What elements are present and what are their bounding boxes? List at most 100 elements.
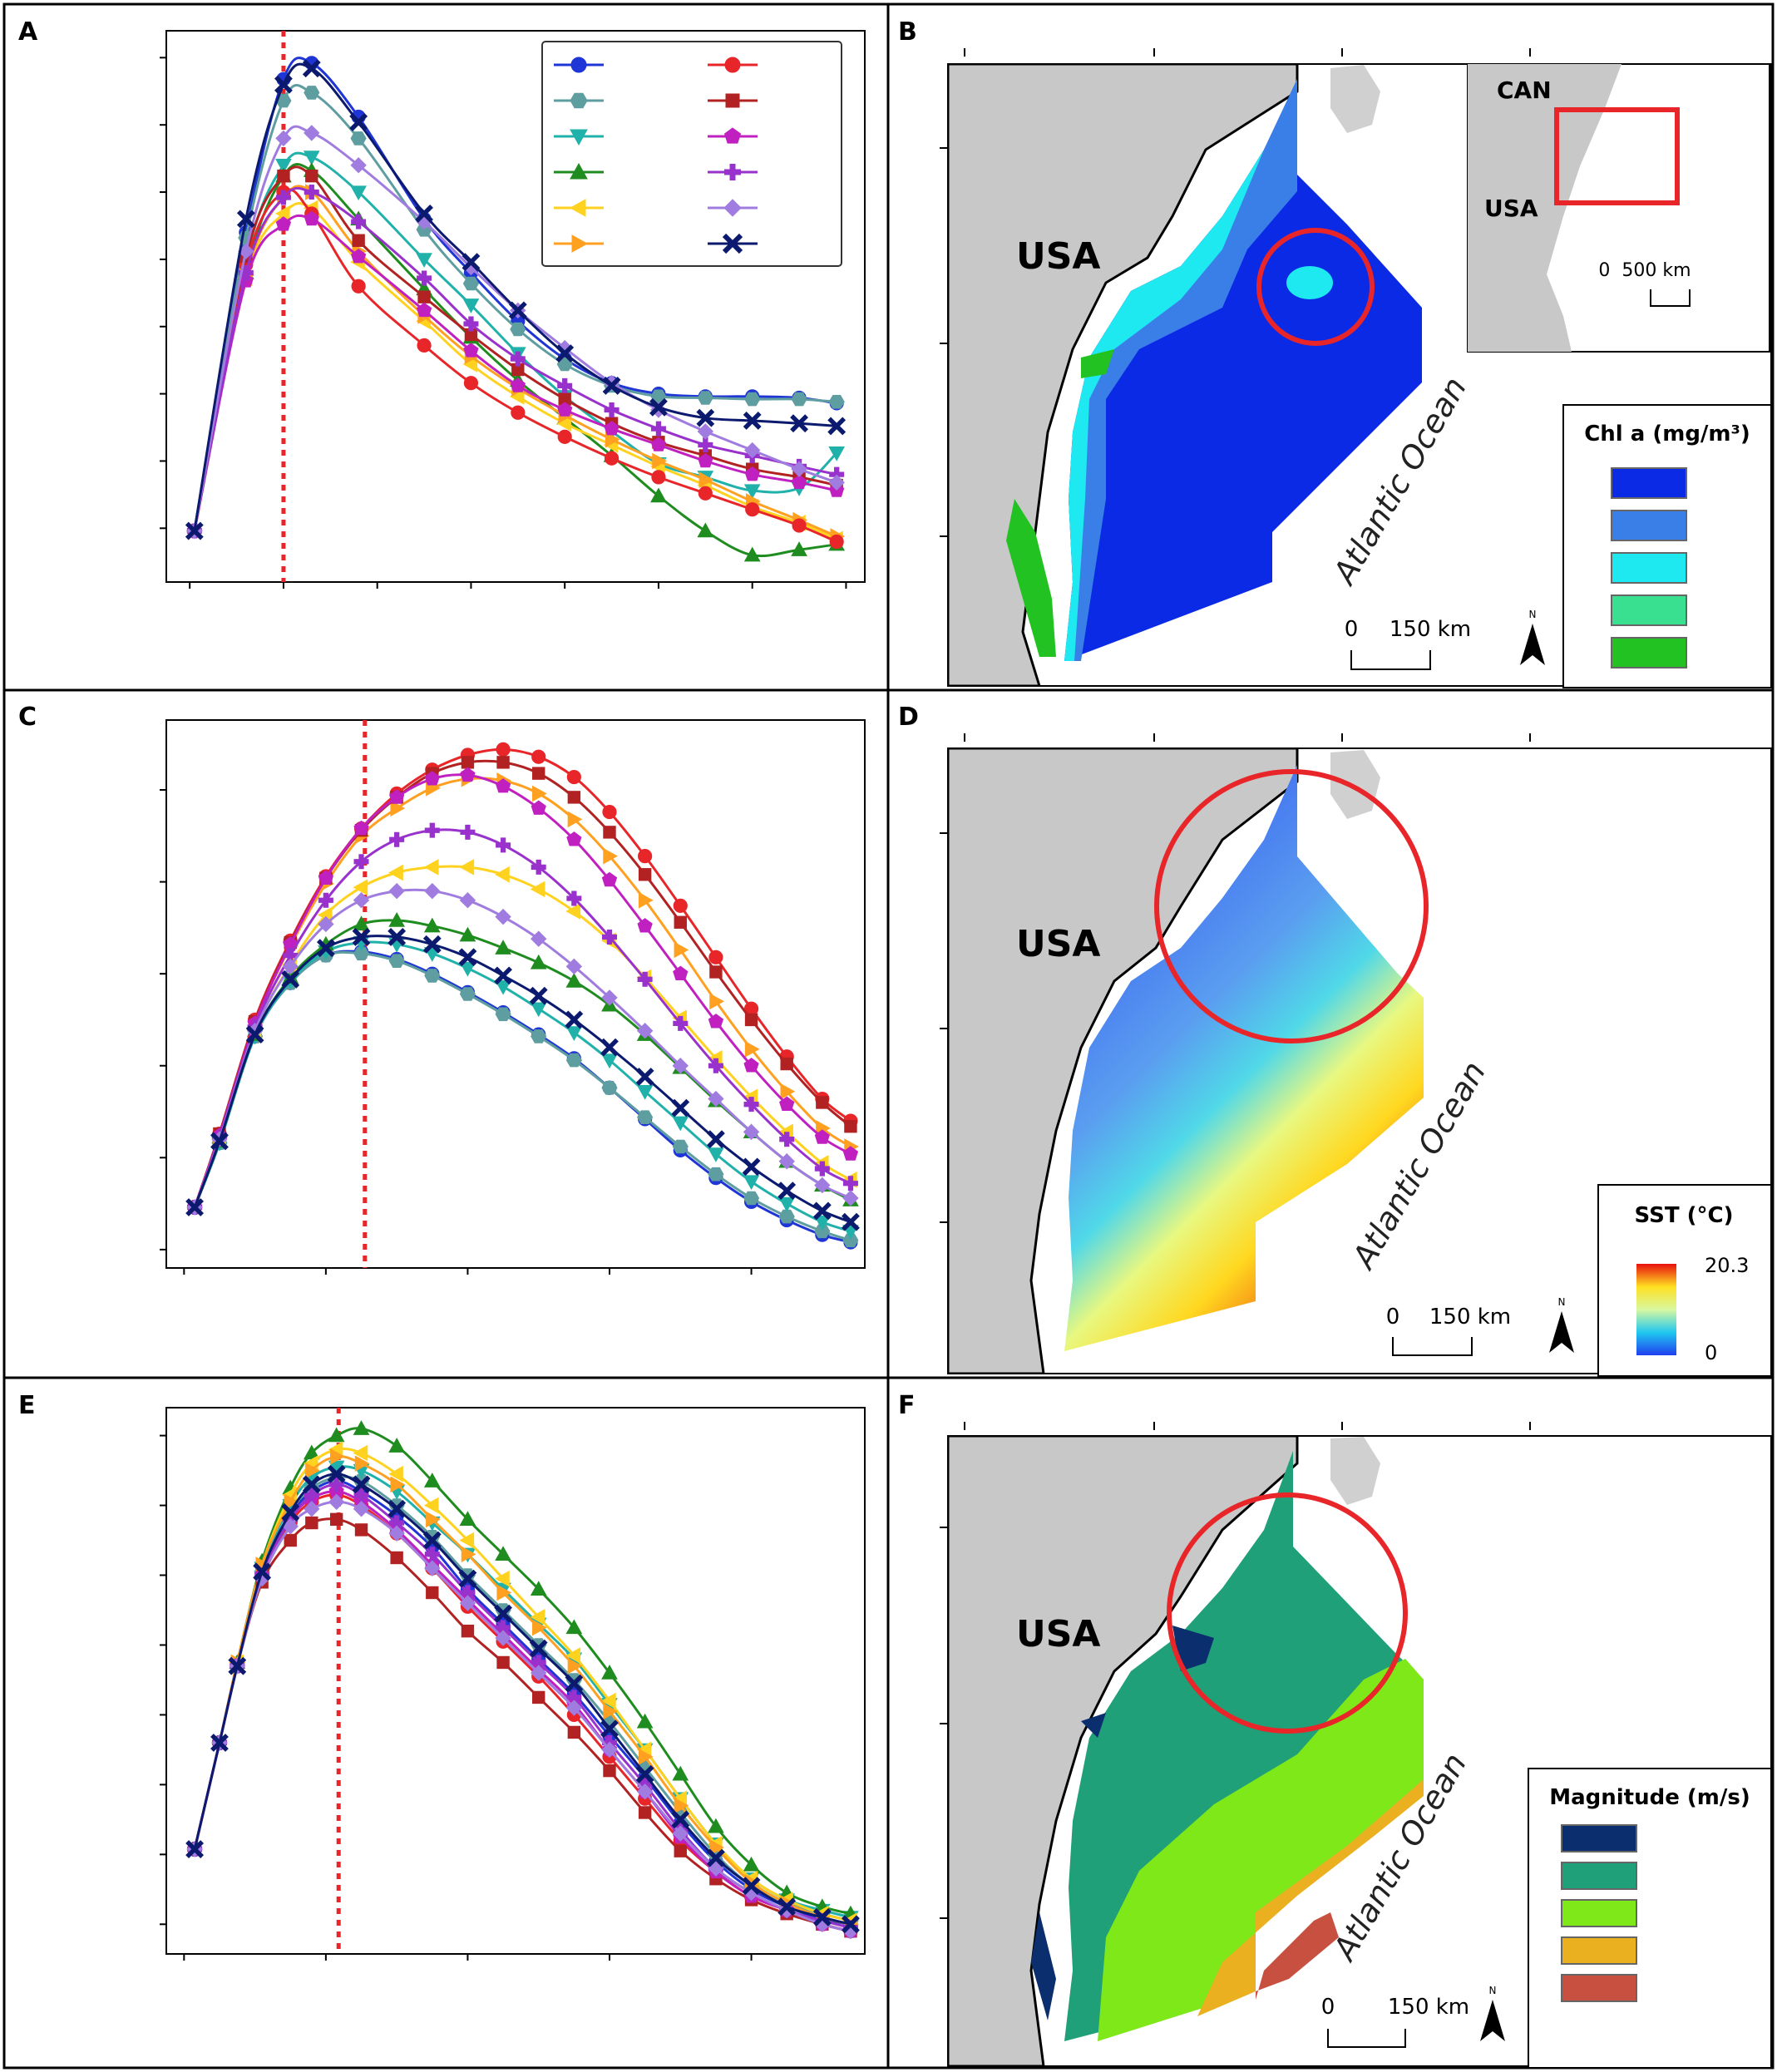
data-point-jun xyxy=(638,891,654,909)
data-point-jul xyxy=(651,470,666,485)
panel-label-b: B xyxy=(898,17,917,47)
data-point-apr xyxy=(650,487,667,503)
data-point-apr xyxy=(565,972,583,988)
data-point-jul xyxy=(417,338,432,353)
data-point-dec xyxy=(671,1810,690,1829)
data-point-may xyxy=(530,881,545,898)
data-point-jun xyxy=(496,1584,512,1601)
data-point-oct xyxy=(463,316,479,332)
data-point-nov xyxy=(636,1023,654,1039)
data-point-dec xyxy=(600,1719,619,1739)
data-point-dec xyxy=(228,1656,247,1675)
data-point-may xyxy=(423,1497,439,1514)
data-point-mar xyxy=(530,1002,547,1018)
data-point-jul xyxy=(566,769,581,785)
data-point-dec xyxy=(742,1157,761,1177)
data-point-dec xyxy=(812,1908,832,1926)
data-point-aug xyxy=(329,1512,343,1527)
data-point-aug xyxy=(352,234,365,247)
data-point-jul xyxy=(673,898,688,913)
legend-swatch xyxy=(1611,510,1687,541)
inset-usa-label: USA xyxy=(1484,195,1538,222)
data-point-dec xyxy=(415,205,433,223)
data-point-nov xyxy=(424,882,441,900)
data-point-dec xyxy=(274,75,293,94)
data-point-dec xyxy=(352,1475,371,1494)
data-point-nov xyxy=(459,892,476,909)
data-point-dec xyxy=(494,1604,512,1623)
data-point-jun xyxy=(329,1448,345,1465)
north-label: N xyxy=(1529,609,1537,620)
data-point-apr xyxy=(601,1665,618,1680)
legend-swatch xyxy=(1561,1936,1637,1965)
data-point-mar xyxy=(828,446,846,461)
data-point-mar xyxy=(495,979,511,995)
data-point-apr xyxy=(530,1581,547,1596)
data-point-dec xyxy=(565,1010,584,1029)
magnitude-region-coast xyxy=(1031,1626,1214,2020)
data-point-sep xyxy=(650,437,667,451)
data-point-apr xyxy=(743,1856,760,1872)
data-point-dec xyxy=(555,344,575,363)
data-point-apr xyxy=(565,1619,583,1635)
data-point-sep xyxy=(353,820,369,836)
legend-marker xyxy=(569,199,586,217)
scalebar-length: 150 km xyxy=(1429,1305,1511,1330)
data-point-dec xyxy=(742,1877,761,1896)
data-point-dec xyxy=(281,1503,300,1522)
data-point-jun xyxy=(603,847,619,865)
data-point-nov xyxy=(531,1665,547,1681)
data-point-may xyxy=(353,1444,368,1462)
data-point-jul xyxy=(829,534,844,550)
legend-swatch xyxy=(1611,467,1687,499)
data-point-feb xyxy=(531,1029,547,1043)
data-point-aug xyxy=(603,1764,616,1778)
data-point-nov xyxy=(565,1700,583,1716)
legend-marker xyxy=(570,129,588,146)
data-point-feb xyxy=(708,1167,724,1182)
scalebar-zero: 0 xyxy=(1321,1995,1335,2020)
data-point-sep xyxy=(743,1058,759,1073)
map-panel-d: USA Atlantic Ocean SST (°C) 20.3 0 0 150… xyxy=(947,747,1772,1377)
magnitude-region-mid xyxy=(1098,1659,1424,2041)
data-point-mar xyxy=(636,1085,654,1100)
legend-swatch xyxy=(1561,1862,1637,1890)
data-point-feb xyxy=(388,954,405,968)
data-point-aug xyxy=(744,1013,758,1027)
data-point-aug xyxy=(844,1120,857,1133)
data-point-dec xyxy=(602,376,621,395)
data-point-mar xyxy=(459,961,476,977)
data-point-jun xyxy=(354,1455,370,1473)
data-point-apr xyxy=(423,1473,441,1487)
scalebar-zero: 0 xyxy=(1386,1305,1400,1330)
data-point-jul xyxy=(531,749,546,764)
data-point-dec xyxy=(508,301,527,320)
data-point-oct xyxy=(351,214,367,229)
legend-swatch xyxy=(1611,552,1687,584)
data-point-aug xyxy=(816,1096,829,1109)
data-point-dec xyxy=(387,928,407,946)
legend-marker xyxy=(722,233,743,254)
data-point-jun xyxy=(461,1546,476,1563)
north-label: N xyxy=(1489,1985,1497,1996)
data-point-aug xyxy=(567,1725,581,1739)
data-point-jul xyxy=(463,376,479,391)
data-point-oct xyxy=(842,1176,858,1191)
data-point-nov xyxy=(531,930,547,947)
data-point-nov xyxy=(424,1560,441,1576)
data-point-sep xyxy=(275,216,292,231)
data-point-aug xyxy=(638,868,652,881)
data-point-jul xyxy=(557,429,572,444)
map-panel-f: USA Atlantic Ocean Magnitude (m/s) 0 150… xyxy=(947,1435,1772,2069)
data-point-mar xyxy=(708,1147,724,1162)
data-point-jun xyxy=(390,800,406,816)
data-point-dec xyxy=(565,1674,584,1693)
data-point-may xyxy=(565,1647,581,1664)
legend-marker xyxy=(723,199,742,217)
data-point-may xyxy=(600,1692,616,1709)
data-point-may xyxy=(353,879,368,896)
data-point-jul xyxy=(351,279,366,294)
data-point-nov xyxy=(636,1783,654,1800)
data-point-mar xyxy=(743,484,761,500)
data-point-dec xyxy=(671,1098,690,1117)
